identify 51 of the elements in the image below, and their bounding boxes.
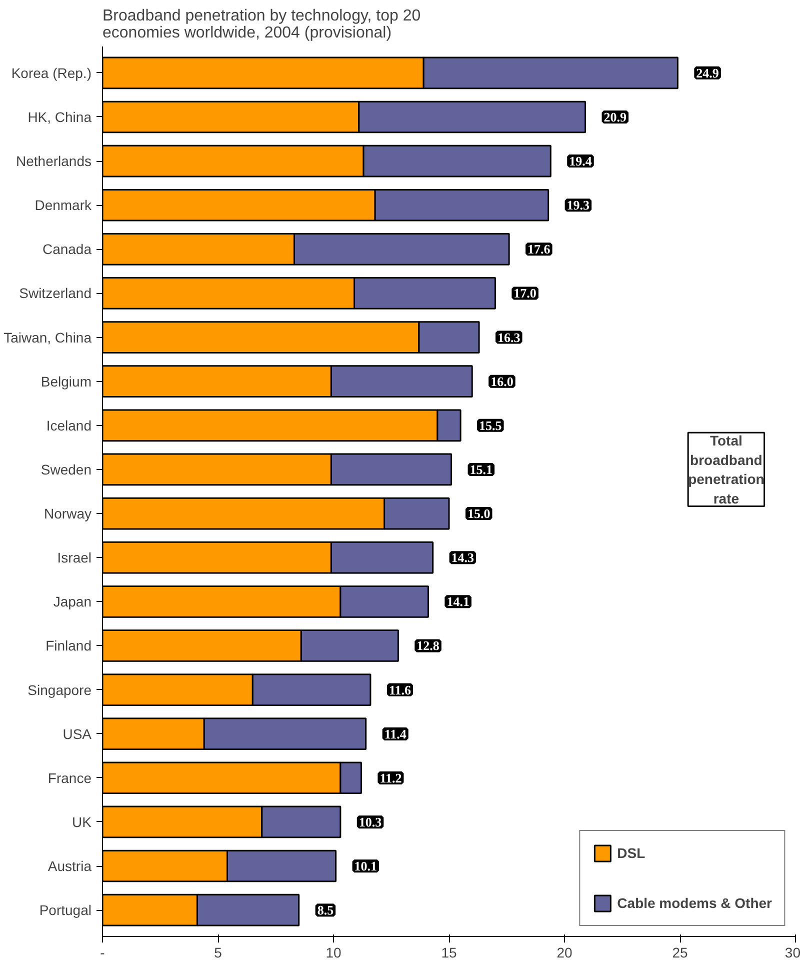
x-tick-label: 25 [672, 944, 688, 960]
total-label: 17.6 [528, 242, 551, 257]
x-tick-label: - [100, 944, 106, 960]
total-label: 17.0 [514, 286, 536, 301]
y-tick-label: USA [62, 726, 92, 742]
y-tick-label: HK, China [28, 108, 92, 125]
total-label: 19.4 [569, 154, 592, 169]
total-label: 14.3 [451, 550, 475, 566]
y-tick-label: Sweden [40, 461, 92, 478]
legend-label: Cable modems & Other [617, 895, 772, 911]
total-label: 19.3 [566, 198, 590, 213]
y-tick-label: Belgium [40, 373, 92, 390]
y-tick-label: Switzerland [19, 285, 92, 302]
y-tick-label: Portugal [39, 902, 92, 918]
total-label: 8.5 [317, 902, 334, 918]
total-label: 24.9 [696, 65, 720, 80]
x-tick-label: 15 [441, 944, 457, 960]
x-tick-label: 10 [326, 944, 342, 960]
chart-title: Broadband penetration by technology, top 20 economies worldwide, 2004 (provisional) [102, 8, 421, 42]
total-label: 15.0 [467, 506, 490, 522]
x-tick-label: 30 [784, 944, 801, 960]
x-tick-label: 20 [556, 944, 572, 960]
total-label: 20.9 [604, 109, 628, 124]
total-label: 11.4 [384, 726, 407, 742]
total-label: 11.6 [388, 682, 412, 698]
total-label: 16.3 [498, 330, 521, 345]
y-tick-label: Canada [42, 241, 92, 258]
y-tick-label: Norway [44, 506, 92, 522]
total-label: 15.5 [479, 418, 502, 433]
y-tick-label: Korea (Rep.) [11, 64, 92, 81]
annotation: Total broadband penetration rate [688, 432, 764, 506]
x-tick-label: 5 [214, 944, 222, 960]
y-tick-label: France [48, 770, 92, 786]
total-label: 11.2 [380, 770, 402, 786]
total-label: 10.3 [358, 814, 382, 830]
y-tick-label: Austria [48, 858, 92, 874]
total-label: 10.1 [354, 858, 378, 874]
total-label: 15.1 [470, 462, 493, 477]
total-label: 14.1 [446, 594, 470, 610]
y-tick-label: Netherlands [16, 153, 92, 170]
y-tick-label: Denmark [34, 197, 92, 214]
y-tick-label: Taiwan, China [4, 329, 92, 346]
total-label: 16.0 [490, 374, 514, 389]
y-tick-label: Japan [53, 594, 92, 610]
y-tick-label: Finland [46, 638, 92, 654]
y-tick-label: Israel [57, 550, 92, 566]
y-tick-label: UK [72, 814, 92, 830]
y-tick-label: Iceland [46, 417, 92, 434]
legend-label: DSL [617, 845, 646, 861]
y-tick-label: Singapore [28, 682, 92, 698]
total-label: 12.8 [416, 638, 440, 654]
